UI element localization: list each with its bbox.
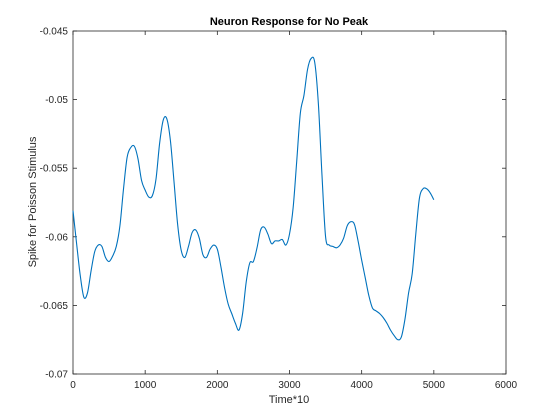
x-tick-label: 1000 — [134, 380, 157, 391]
plot-area — [72, 30, 507, 375]
y-tick-label: -0.05 — [45, 95, 68, 106]
y-tick-label: -0.055 — [40, 164, 69, 175]
series-line — [72, 56, 435, 341]
y-tick-label: -0.06 — [45, 232, 68, 243]
x-tick-label: 3000 — [278, 380, 301, 391]
y-tick-label: -0.065 — [40, 301, 69, 312]
x-tick-label: 4000 — [351, 380, 374, 391]
x-axis: 0 1000 2000 3000 4000 5000 6000 — [70, 31, 518, 391]
x-axis-label: Time*10 — [269, 394, 310, 406]
y-axis: -0.07 -0.065 -0.06 -0.055 -0.05 -0.045 — [40, 27, 506, 381]
x-tick-label: 2000 — [206, 380, 229, 391]
y-axis-label: Spike for Poisson Stimulus — [27, 136, 39, 267]
y-tick-label: -0.07 — [45, 370, 68, 381]
x-tick-label: 5000 — [423, 380, 446, 391]
x-tick-label: 0 — [70, 380, 76, 391]
y-tick-label: -0.045 — [40, 27, 69, 38]
chart-title: Neuron Response for No Peak — [210, 16, 369, 28]
x-tick-label: 6000 — [495, 380, 518, 391]
